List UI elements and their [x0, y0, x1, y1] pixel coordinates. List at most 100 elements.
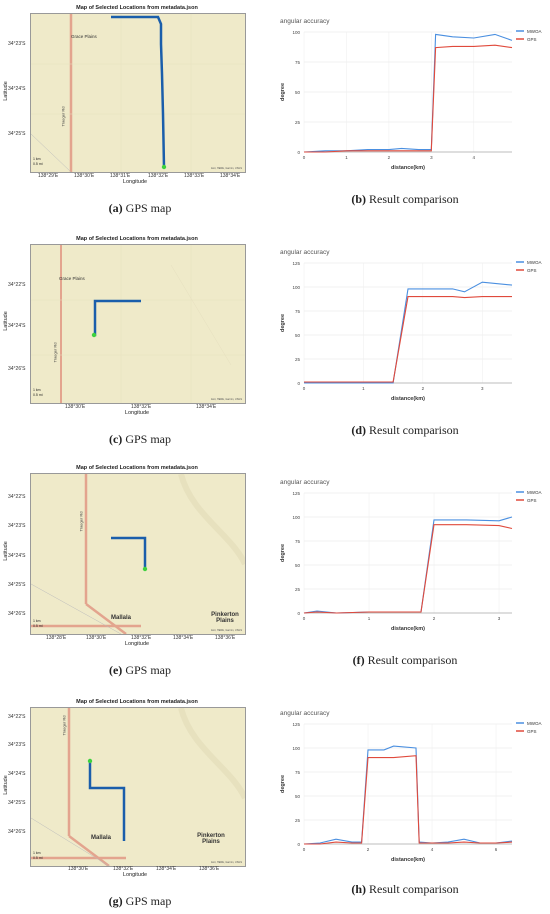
- xtick: 138°32'E: [131, 635, 152, 641]
- xtick: 138°30'E: [86, 635, 107, 641]
- map-title: Map of Selected Locations from metadata.…: [76, 5, 198, 11]
- figure-row-3: Map of Selected Locations from metadata.…: [0, 460, 550, 685]
- ytick: 34°25'S: [8, 131, 26, 137]
- legend-label: MWOA: [527, 260, 542, 265]
- xtick: 138°36'E: [199, 866, 220, 872]
- xtick: 138°30'E: [68, 866, 89, 872]
- road-label: Traeger Rd: [60, 106, 66, 127]
- map-attribution: Esri, HERE, Garmin, USGS: [211, 861, 242, 864]
- gps-route: [93, 299, 141, 337]
- gps-map: Mallala Pinkerton Plains Traeger Rd 1 km…: [30, 707, 246, 867]
- ytick: 34°23'S: [8, 523, 26, 529]
- y-tick-label: 50: [295, 794, 301, 799]
- xtick: 138°28'E: [46, 635, 67, 641]
- xtick: 138°36'E: [215, 635, 236, 641]
- map-xlabel: Longitude: [122, 179, 148, 185]
- x-tick-label: 3: [481, 386, 484, 391]
- place-label: Pinkerton Plains: [211, 612, 239, 624]
- y-axis-label: degree: [280, 314, 286, 332]
- x-axis-label: distance(km): [391, 396, 425, 402]
- map-attribution: Esri, HERE, Garmin, USGS: [211, 398, 242, 401]
- x-axis-label: distance(km): [391, 857, 425, 863]
- x-tick-label: 1: [345, 155, 348, 160]
- x-tick-label: 1: [368, 616, 371, 621]
- figure-caption: (a) GPS map: [108, 201, 172, 215]
- map-title: Map of Selected Locations from metadata.…: [76, 699, 198, 705]
- series-line-gps: [304, 44, 513, 153]
- figure-caption: (f) Result comparison: [352, 653, 458, 667]
- place-label: Grace Plains: [71, 34, 97, 39]
- y-tick-label: 125: [292, 261, 300, 266]
- series-line-mwoa: [304, 281, 513, 384]
- gps-map: Mallala Pinkerton Plains Traeger Rd 1 km…: [30, 473, 246, 635]
- map-grid: [31, 14, 245, 172]
- ytick: 34°25'S: [8, 800, 26, 806]
- xtick: 138°34'E: [173, 635, 194, 641]
- xtick: 138°31'E: [110, 173, 131, 179]
- ytick: 34°26'S: [8, 829, 26, 835]
- y-tick-label: 75: [295, 309, 301, 314]
- ytick: 34°24'S: [8, 553, 26, 559]
- xtick: 138°34'E: [156, 866, 177, 872]
- figure-row-1: Map of Selected Locations from metadata.…: [0, 0, 550, 225]
- place-label: Pinkerton Plains: [197, 833, 225, 845]
- y-tick-label: 0: [297, 381, 300, 386]
- ytick: 34°25'S: [8, 582, 26, 588]
- y-tick-label: 125: [292, 491, 300, 496]
- xtick: 138°30'E: [74, 173, 95, 179]
- y-tick-label: 0: [297, 842, 300, 847]
- road-label: Traeger Rd: [78, 511, 84, 532]
- map-xlabel: Longitude: [122, 872, 148, 878]
- ytick: 34°23'S: [8, 41, 26, 47]
- x-tick-label: 2: [388, 155, 391, 160]
- place-label: Grace Plains: [59, 276, 85, 281]
- x-axis-label: distance(km): [391, 165, 425, 171]
- y-tick-label: 75: [295, 770, 301, 775]
- series-line-mwoa: [303, 745, 513, 845]
- x-tick-label: 4: [473, 155, 476, 160]
- xtick: 138°32'E: [113, 866, 134, 872]
- result-chart: 0 25 50 75 100 125 0 1 2 3 distance(km) degree MWOA G…: [280, 260, 542, 402]
- series-line-gps: [304, 755, 513, 845]
- legend-label: MWOA: [527, 721, 542, 726]
- scale-bar: 1 km 0.5 mi: [33, 157, 43, 166]
- road-label: Traeger Rd: [61, 715, 67, 736]
- y-tick-label: 0: [297, 150, 300, 155]
- legend-label: GPS: [527, 498, 537, 503]
- x-tick-label: 4: [431, 847, 434, 852]
- y-tick-label: 75: [295, 60, 301, 65]
- xtick: 138°34'E: [196, 404, 217, 410]
- y-axis-label: degree: [280, 83, 286, 101]
- y-tick-label: 50: [295, 90, 301, 95]
- route-start-marker: [161, 164, 167, 170]
- x-tick-label: 3: [498, 616, 501, 621]
- figure-row-4: Map of Selected Locations from metadata.…: [0, 690, 550, 914]
- y-tick-label: 25: [295, 357, 301, 362]
- map-title: Map of Selected Locations from metadata.…: [76, 236, 198, 242]
- gps-route: [88, 761, 126, 841]
- y-tick-label: 75: [295, 539, 301, 544]
- ytick: 34°22'S: [8, 282, 26, 288]
- ytick: 34°24'S: [8, 323, 26, 329]
- y-tick-label: 50: [295, 563, 301, 568]
- figure-caption: (h) Result comparison: [351, 882, 459, 896]
- xtick: 138°33'E: [184, 173, 205, 179]
- y-tick-label: 125: [292, 722, 300, 727]
- x-axis-label: distance(km): [391, 626, 425, 632]
- map-canvas: [31, 245, 245, 403]
- ytick: 34°26'S: [8, 611, 26, 617]
- route-start-marker: [91, 332, 97, 338]
- y-tick-label: 100: [292, 746, 300, 751]
- result-chart: 0 25 50 75 100 125 0 1 2 3 distance(km) degree MWOA G…: [280, 490, 542, 632]
- map-attribution: Esri, HERE, Garmin, USGS: [211, 167, 242, 170]
- y-tick-label: 50: [295, 333, 301, 338]
- place-label: Mallala: [91, 835, 112, 841]
- y-tick-label: 100: [292, 30, 300, 35]
- chart-title: angular accuracy: [280, 710, 330, 717]
- road-label: Traeger Rd: [52, 342, 58, 363]
- y-tick-label: 25: [295, 587, 301, 592]
- x-tick-label: 3: [430, 155, 433, 160]
- chart-title: angular accuracy: [280, 479, 330, 486]
- xtick: 138°32'E: [148, 173, 169, 179]
- xtick: 138°34'E: [220, 173, 241, 179]
